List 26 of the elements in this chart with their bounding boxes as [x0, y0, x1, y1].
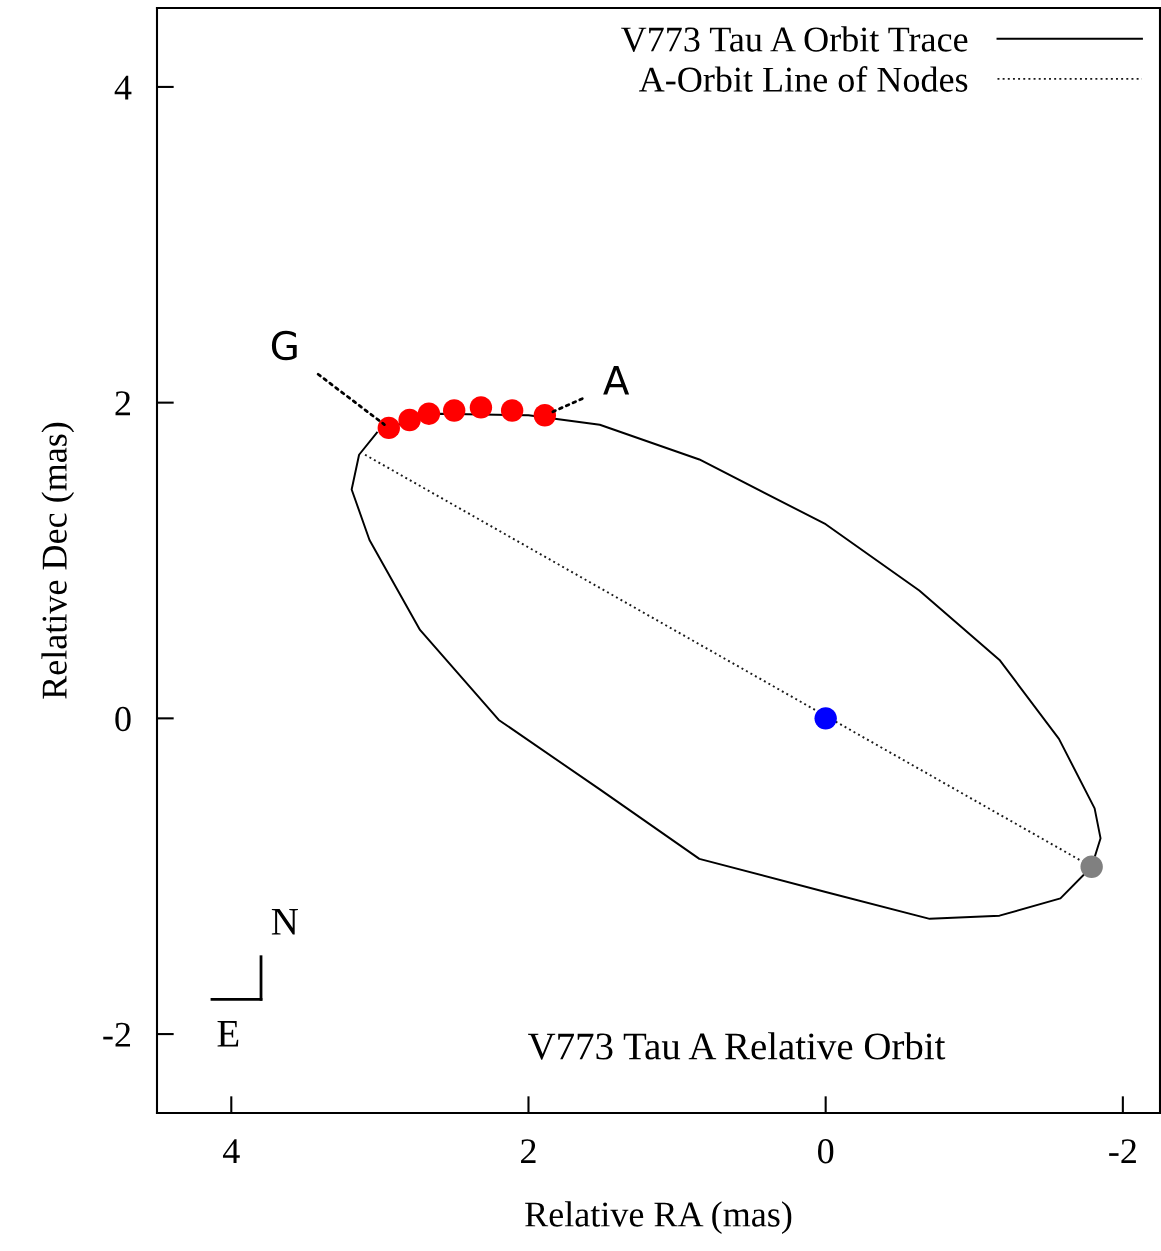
y-tick-label: -2	[103, 1022, 131, 1047]
legend-label: V773 Tau A Orbit Trace	[621, 26, 968, 52]
point	[398, 408, 421, 432]
x-axis-title: Relative RA (mas)	[525, 1201, 792, 1235]
point	[469, 396, 493, 419]
annotation: A	[603, 366, 630, 395]
point	[377, 416, 400, 440]
point	[1080, 855, 1103, 878]
x-tick-label: 0	[818, 1139, 834, 1164]
y-tick-label: 0	[115, 706, 131, 732]
annotation: V773 Tau A Relative Orbit	[528, 1032, 946, 1060]
x-tick-label: 2	[521, 1139, 536, 1164]
point	[500, 399, 524, 422]
point	[533, 404, 557, 427]
point	[814, 707, 837, 730]
legend-label: A-Orbit Line of Nodes	[639, 66, 968, 92]
y-tick-label: 4	[114, 75, 132, 100]
annotation: N	[271, 909, 298, 935]
point	[442, 399, 466, 422]
x-tick-label: -2	[1109, 1139, 1136, 1164]
point	[417, 402, 441, 425]
annotation: E	[217, 1021, 239, 1047]
x-tick-label: 4	[222, 1139, 240, 1164]
y-axis-title: Relative Dec (mas)	[41, 422, 75, 699]
annotation: G	[271, 330, 297, 361]
y-tick-label: 2	[115, 391, 131, 416]
